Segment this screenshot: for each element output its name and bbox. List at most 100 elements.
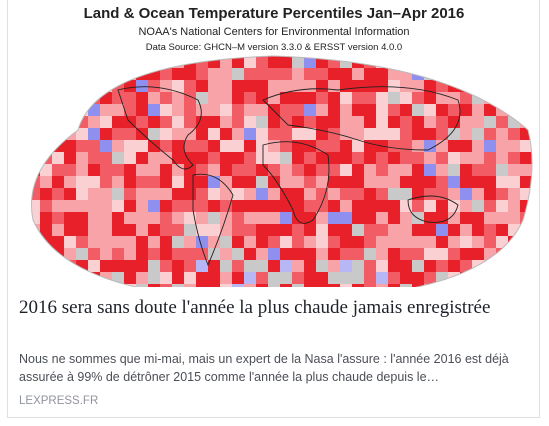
map-cell (232, 68, 244, 80)
map-cell (244, 176, 256, 188)
map-cell (31, 200, 40, 212)
map-cell (424, 80, 436, 92)
map-cell (184, 200, 196, 212)
map-cell (340, 224, 352, 236)
map-cell (520, 140, 532, 152)
map-cell (196, 152, 208, 164)
map-cell (112, 116, 124, 128)
map-cell (400, 92, 412, 104)
map-cell (184, 188, 196, 200)
map-cell (148, 80, 160, 92)
map-cell (376, 224, 388, 236)
map-cell (376, 92, 388, 104)
map-cell (280, 68, 292, 80)
map-cell (316, 260, 328, 272)
map-cell (328, 68, 340, 80)
map-cell (268, 56, 280, 68)
map-cell (208, 224, 220, 236)
map-cell (52, 188, 64, 200)
map-cell (268, 200, 280, 212)
map-cell (88, 176, 100, 188)
map-cell (448, 140, 460, 152)
map-cell (316, 272, 328, 284)
map-cell (388, 140, 400, 152)
map-cell (268, 116, 280, 128)
map-cell (232, 104, 244, 116)
map-cell (208, 260, 220, 272)
map-cell (316, 140, 328, 152)
map-cell (268, 152, 280, 164)
map-cell (172, 140, 184, 152)
map-cell (136, 116, 148, 128)
map-cell (136, 176, 148, 188)
map-cell (340, 176, 352, 188)
map-cell (328, 128, 340, 140)
map-cell (316, 92, 328, 104)
map-cell (208, 128, 220, 140)
map-cell (364, 188, 376, 200)
map-cell (136, 80, 148, 92)
article-headline[interactable]: 2016 sera sans doute l'année la plus cha… (19, 297, 491, 318)
map-cell (484, 188, 496, 200)
link-preview-card[interactable]: Land & Ocean Temperature Percentiles Jan… (7, 0, 540, 418)
map-cell (340, 80, 352, 92)
map-cell (148, 140, 160, 152)
map-cell (232, 224, 244, 236)
map-cell (292, 116, 304, 128)
map-cell (196, 200, 208, 212)
map-cell (304, 68, 316, 80)
map-cell (364, 140, 376, 152)
map-cell (496, 116, 508, 128)
south-america (192, 173, 234, 267)
map-cell (64, 212, 76, 224)
map-cell (280, 104, 292, 116)
map-cell (364, 212, 376, 224)
map-cell (160, 176, 172, 188)
map-cell (268, 164, 280, 176)
map-cell (280, 236, 292, 248)
map-cell (304, 164, 316, 176)
map-cell (472, 176, 484, 188)
map-cell (424, 140, 436, 152)
map-cell (436, 104, 448, 116)
map-cell (304, 104, 316, 116)
map-cell (244, 92, 256, 104)
north-america (117, 86, 202, 170)
map-cell (244, 200, 256, 212)
map-cell (232, 212, 244, 224)
map-cell (388, 188, 400, 200)
map-cell (472, 248, 484, 260)
map-cell (364, 260, 376, 272)
temperature-map (31, 56, 532, 287)
map-cell (316, 188, 328, 200)
map-cell (196, 128, 208, 140)
map-cell (244, 164, 256, 176)
map-cell (100, 152, 112, 164)
map-cell (436, 236, 448, 248)
map-cell (352, 272, 364, 284)
map-cell (484, 236, 496, 248)
map-cell (328, 176, 340, 188)
map-cell (256, 284, 268, 287)
map-cell (244, 56, 256, 68)
map-cell (484, 116, 496, 128)
map-cell (184, 68, 196, 80)
map-cell (424, 104, 436, 116)
map-cell (352, 188, 364, 200)
map-cell (436, 152, 448, 164)
map-cell (160, 284, 172, 287)
article-domain: LEXPRESS.FR (19, 395, 99, 407)
map-cell (31, 188, 40, 200)
map-cell (256, 164, 268, 176)
map-cell (220, 128, 232, 140)
map-cell (304, 284, 316, 287)
map-cell (280, 248, 292, 260)
map-cell (292, 104, 304, 116)
map-cell (472, 200, 484, 212)
map-cell (100, 116, 112, 128)
map-cell (436, 128, 448, 140)
map-cell (184, 140, 196, 152)
map-cell (64, 236, 76, 248)
map-cell (436, 116, 448, 128)
map-cell (412, 272, 424, 284)
